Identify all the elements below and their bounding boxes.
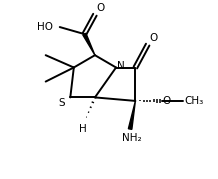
- Text: CH₃: CH₃: [185, 96, 204, 106]
- Text: O: O: [97, 3, 105, 13]
- Text: HO: HO: [37, 22, 53, 32]
- Text: NH₂: NH₂: [122, 133, 142, 143]
- Text: O: O: [163, 96, 171, 106]
- Text: N: N: [118, 61, 125, 71]
- Polygon shape: [128, 101, 135, 129]
- Polygon shape: [83, 33, 95, 55]
- Text: H: H: [79, 124, 87, 134]
- Text: S: S: [58, 98, 65, 108]
- Text: O: O: [150, 33, 158, 43]
